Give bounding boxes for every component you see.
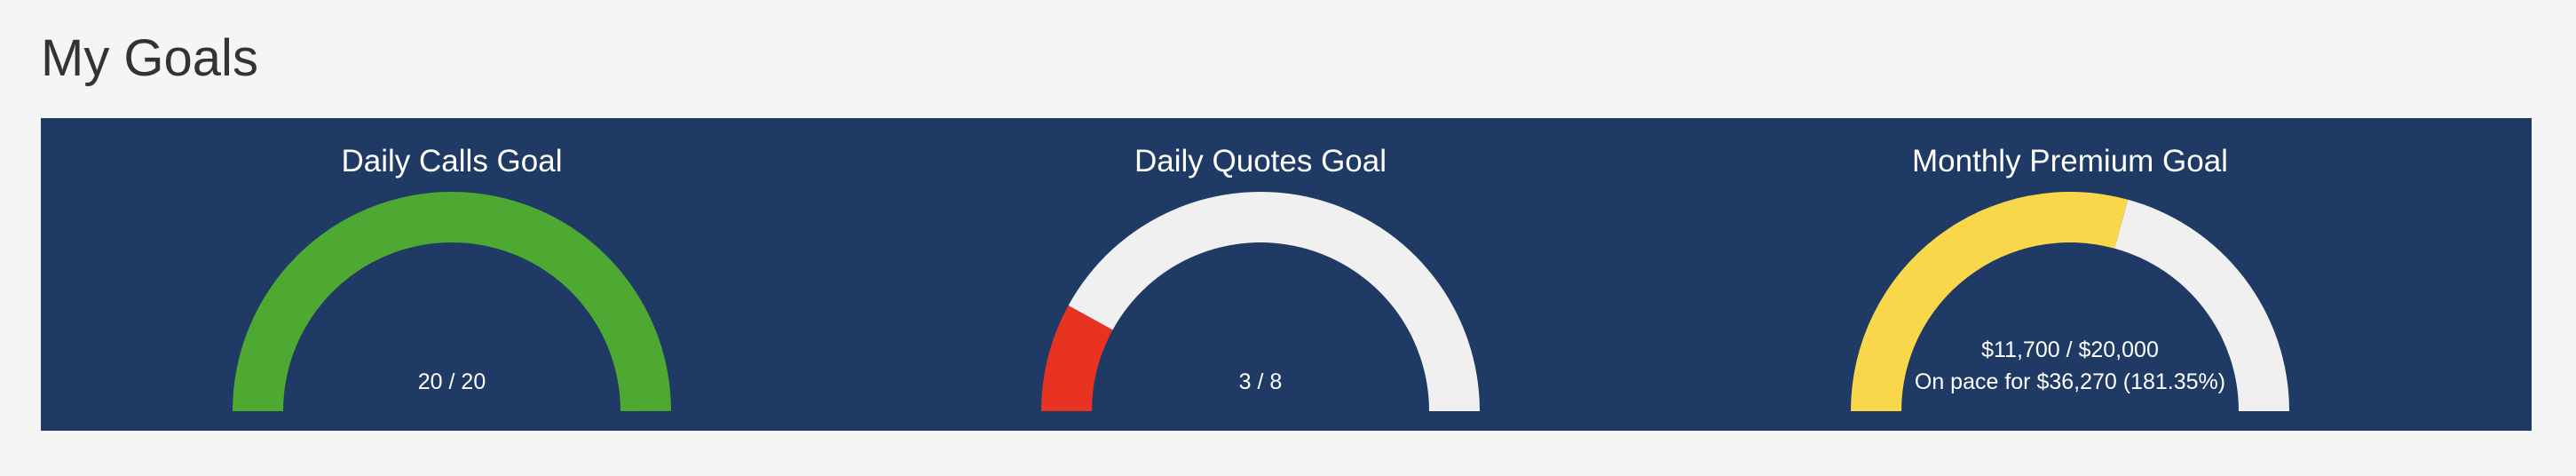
gauge-track (2114, 199, 2289, 411)
gauge-title: Daily Calls Goal (342, 144, 563, 178)
gauge-value-text: On pace for $36,270 (181.35%) (1915, 369, 2225, 394)
gauge-track (1068, 192, 1480, 411)
goals-panel: Daily Calls Goal 20 / 20 Daily Quotes Goal… (41, 118, 2532, 431)
gauge-title: Monthly Premium Goal (1912, 144, 2228, 178)
gauge-value-text: 3 / 8 (1239, 369, 1283, 394)
gauge-fill (1851, 191, 2129, 411)
gauge-fill (233, 191, 671, 411)
gauge-value-text: 20 / 20 (418, 369, 486, 394)
gauges-svg: Daily Calls Goal 20 / 20 Daily Quotes Goal… (233, 144, 2289, 411)
gauge: Daily Calls Goal 20 / 20 (233, 144, 671, 411)
page-title: My Goals (41, 29, 258, 87)
gauge: Monthly Premium Goal $11,700 / $20,000 On … (1851, 144, 2289, 411)
gauge-value-text: $11,700 / $20,000 (1981, 337, 2159, 362)
gauge-fill (1041, 305, 1113, 411)
gauge: Daily Quotes Goal 3 / 8 (1041, 144, 1480, 411)
gauge-title: Daily Quotes Goal (1134, 144, 1387, 178)
